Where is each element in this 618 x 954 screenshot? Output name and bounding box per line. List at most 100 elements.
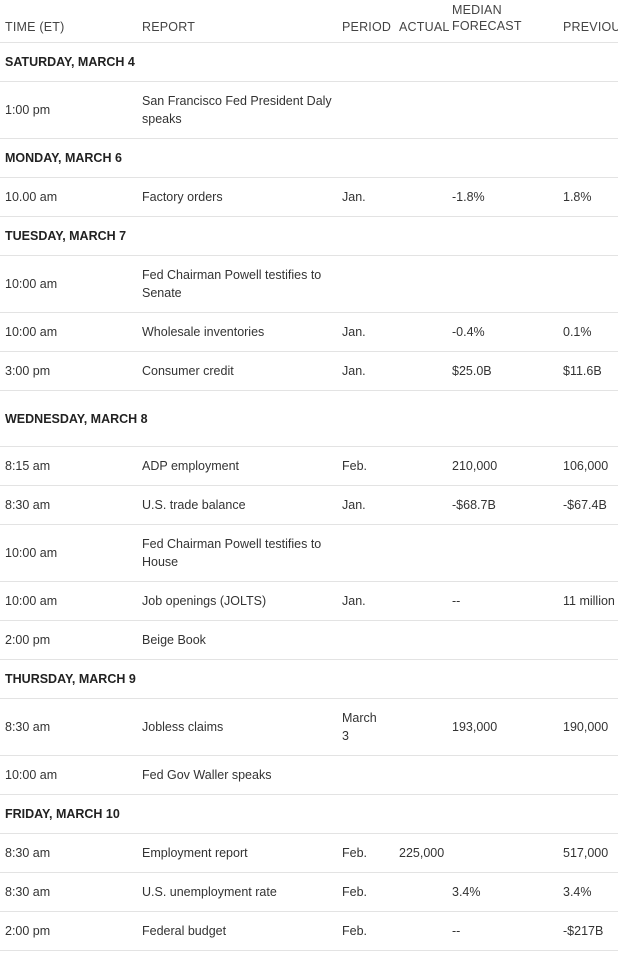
event-period [342,620,394,660]
day-label: TUESDAY, MARCH 7 [0,216,618,256]
event-row: 8:30 am Employment report Feb. 225,000 517,0… [0,833,618,873]
event-forecast: $25.0B [447,351,558,391]
event-row: 10:00 am Wholesale inventories Jan. -0.4% 0.… [0,312,618,352]
event-time: 8:30 am [0,833,137,873]
day-label: THURSDAY, MARCH 9 [0,659,618,699]
event-report: U.S. trade balance [137,485,342,525]
event-report: Factory orders [137,177,342,217]
event-row: 10:00 am Fed Chairman Powell testifies to… [0,524,618,582]
day-label: WEDNESDAY, MARCH 8 [0,390,618,447]
event-row: 10:00 am Fed Chairman Powell testifies to… [0,255,618,313]
event-forecast: -- [447,911,558,951]
event-actual [394,485,447,525]
event-period: Feb. [342,872,394,912]
event-report: Employment report [137,833,342,873]
event-row: 3:00 pm Consumer credit Jan. $25.0B $11.6B [0,351,618,391]
event-forecast [447,833,558,873]
event-row: 1:00 pm San Francisco Fed President Daly … [0,81,618,139]
event-row: 8:15 am ADP employment Feb. 210,000 106,000 [0,446,618,486]
header-time: TIME (ET) [0,0,137,43]
event-row: 8:30 am U.S. trade balance Jan. -$68.7B -$67… [0,485,618,525]
event-forecast [447,620,558,660]
event-forecast: 193,000 [447,698,558,756]
event-actual [394,581,447,621]
event-previous: 517,000 [558,833,618,873]
event-forecast [447,524,558,582]
header-actual: ACTUAL [394,0,449,43]
event-previous: 190,000 [558,698,618,756]
header-report: REPORT [137,0,342,43]
event-time: 1:00 pm [0,81,137,139]
event-period [342,255,394,313]
event-period [342,524,394,582]
event-actual [394,524,447,582]
event-row: 10.00 am Factory orders Jan. -1.8% 1.8% [0,177,618,217]
event-period: Jan. [342,177,394,217]
event-previous: 0.1% [558,312,618,352]
event-period: Jan. [342,351,394,391]
event-report: Federal budget [137,911,342,951]
calendar-body: SATURDAY, MARCH 4 1:00 pm San Francisco Fe… [0,42,618,951]
event-period: Jan. [342,312,394,352]
event-time: 8:30 am [0,872,137,912]
event-row: 10:00 am Job openings (JOLTS) Jan. -- 11 mil… [0,581,618,621]
day-header-row: MONDAY, MARCH 6 [0,138,618,178]
event-time: 10:00 am [0,255,137,313]
event-row: 8:30 am Jobless claims March 3 193,000 190,0… [0,698,618,756]
event-forecast: 210,000 [447,446,558,486]
event-time: 2:00 pm [0,620,137,660]
event-previous [558,81,618,139]
event-period: Jan. [342,485,394,525]
event-actual [394,177,447,217]
event-report: Fed Chairman Powell testifies to House [137,524,342,582]
event-period: Jan. [342,581,394,621]
event-previous: -$67.4B [558,485,618,525]
event-report: Fed Chairman Powell testifies to Senate [137,255,342,313]
event-forecast: -- [447,581,558,621]
event-time: 10:00 am [0,524,137,582]
event-time: 10.00 am [0,177,137,217]
event-actual [394,312,447,352]
event-actual [394,620,447,660]
event-period: Feb. [342,911,394,951]
event-time: 8:15 am [0,446,137,486]
event-time: 3:00 pm [0,351,137,391]
event-previous: 106,000 [558,446,618,486]
day-header-row: SATURDAY, MARCH 4 [0,42,618,82]
event-report: Consumer credit [137,351,342,391]
event-period [342,81,394,139]
day-header-row: TUESDAY, MARCH 7 [0,216,618,256]
event-forecast [447,755,558,795]
event-row: 2:00 pm Beige Book [0,620,618,660]
event-previous: -$217B [558,911,618,951]
event-previous: 3.4% [558,872,618,912]
event-time: 8:30 am [0,698,137,756]
day-header-row: THURSDAY, MARCH 9 [0,659,618,699]
event-row: 2:00 pm Federal budget Feb. -- -$217B [0,911,618,951]
event-actual [394,755,447,795]
event-report: San Francisco Fed President Daly speaks [137,81,342,139]
event-period: March 3 [342,698,394,756]
event-forecast: 3.4% [447,872,558,912]
event-actual [394,446,447,486]
event-row: 10:00 am Fed Gov Waller speaks [0,755,618,795]
event-actual [394,351,447,391]
event-forecast [447,255,558,313]
event-forecast: -0.4% [447,312,558,352]
day-label: FRIDAY, MARCH 10 [0,794,618,834]
event-period: Feb. [342,833,394,873]
event-time: 8:30 am [0,485,137,525]
event-report: ADP employment [137,446,342,486]
event-time: 10:00 am [0,581,137,621]
event-previous [558,620,618,660]
event-actual [394,911,447,951]
header-median-forecast: MEDIAN FORECAST [447,0,558,43]
event-actual: 225,000 [394,833,447,873]
event-actual [394,255,447,313]
event-actual [394,698,447,756]
day-header-row: FRIDAY, MARCH 10 [0,794,618,834]
event-previous [558,524,618,582]
event-row: 8:30 am U.S. unemployment rate Feb. 3.4% 3.4… [0,872,618,912]
